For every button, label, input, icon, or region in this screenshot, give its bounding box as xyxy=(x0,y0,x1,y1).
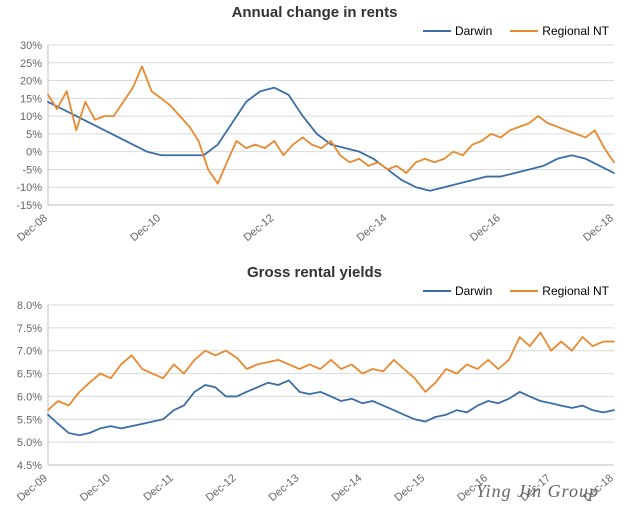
chart1-legend-item-regional: Regional NT xyxy=(510,24,609,38)
chart1-legend: Darwin Regional NT xyxy=(423,24,609,38)
svg-text:Dec-09: Dec-09 xyxy=(15,472,50,504)
watermark: Ying Jin Group xyxy=(476,481,599,502)
svg-text:30%: 30% xyxy=(20,40,42,52)
svg-text:0%: 0% xyxy=(26,147,42,159)
svg-text:5.5%: 5.5% xyxy=(17,414,42,426)
legend-swatch xyxy=(510,290,538,292)
legend-swatch xyxy=(423,30,451,32)
svg-text:-15%: -15% xyxy=(16,200,42,212)
svg-text:6.5%: 6.5% xyxy=(17,369,42,381)
gross-rental-yields-chart: Gross rental yields Darwin Regional NT 4… xyxy=(0,260,629,510)
svg-text:Dec-13: Dec-13 xyxy=(267,472,302,504)
svg-text:Dec-11: Dec-11 xyxy=(141,472,175,503)
svg-text:15%: 15% xyxy=(20,93,42,105)
svg-text:Dec-14: Dec-14 xyxy=(355,212,390,244)
svg-text:-10%: -10% xyxy=(16,182,42,194)
svg-text:Dec-18: Dec-18 xyxy=(581,212,616,244)
annual-change-rents-chart: Annual change in rents Darwin Regional N… xyxy=(0,0,629,250)
svg-text:Dec-16: Dec-16 xyxy=(468,212,503,244)
chart2-title: Gross rental yields xyxy=(0,264,629,281)
svg-text:Dec-12: Dec-12 xyxy=(204,472,239,504)
chart1-legend-item-darwin: Darwin xyxy=(423,24,492,38)
legend-label: Regional NT xyxy=(542,24,609,38)
chart1-title: Annual change in rents xyxy=(0,4,629,21)
svg-text:Dec-10: Dec-10 xyxy=(128,212,163,244)
svg-text:10%: 10% xyxy=(20,111,42,123)
svg-text:4.5%: 4.5% xyxy=(17,460,42,472)
svg-text:20%: 20% xyxy=(20,76,42,88)
svg-text:5%: 5% xyxy=(26,129,42,141)
svg-text:8.0%: 8.0% xyxy=(17,300,42,312)
legend-swatch xyxy=(423,290,451,292)
legend-label: Darwin xyxy=(455,284,492,298)
legend-label: Darwin xyxy=(455,24,492,38)
chart2-legend: Darwin Regional NT xyxy=(423,284,609,298)
legend-swatch xyxy=(510,30,538,32)
svg-text:Dec-14: Dec-14 xyxy=(329,472,364,504)
svg-text:7.0%: 7.0% xyxy=(17,346,42,358)
chart2-legend-item-darwin: Darwin xyxy=(423,284,492,298)
legend-label: Regional NT xyxy=(542,284,609,298)
svg-text:Dec-08: Dec-08 xyxy=(15,212,50,244)
svg-text:Dec-10: Dec-10 xyxy=(78,472,113,504)
chart2-legend-item-regional: Regional NT xyxy=(510,284,609,298)
svg-text:25%: 25% xyxy=(20,58,42,70)
svg-text:-5%: -5% xyxy=(22,164,42,176)
svg-text:Dec-15: Dec-15 xyxy=(392,472,427,504)
svg-text:6.0%: 6.0% xyxy=(17,391,42,403)
svg-text:Dec-12: Dec-12 xyxy=(241,212,276,244)
svg-text:5.0%: 5.0% xyxy=(17,437,42,449)
svg-text:7.5%: 7.5% xyxy=(17,323,42,335)
